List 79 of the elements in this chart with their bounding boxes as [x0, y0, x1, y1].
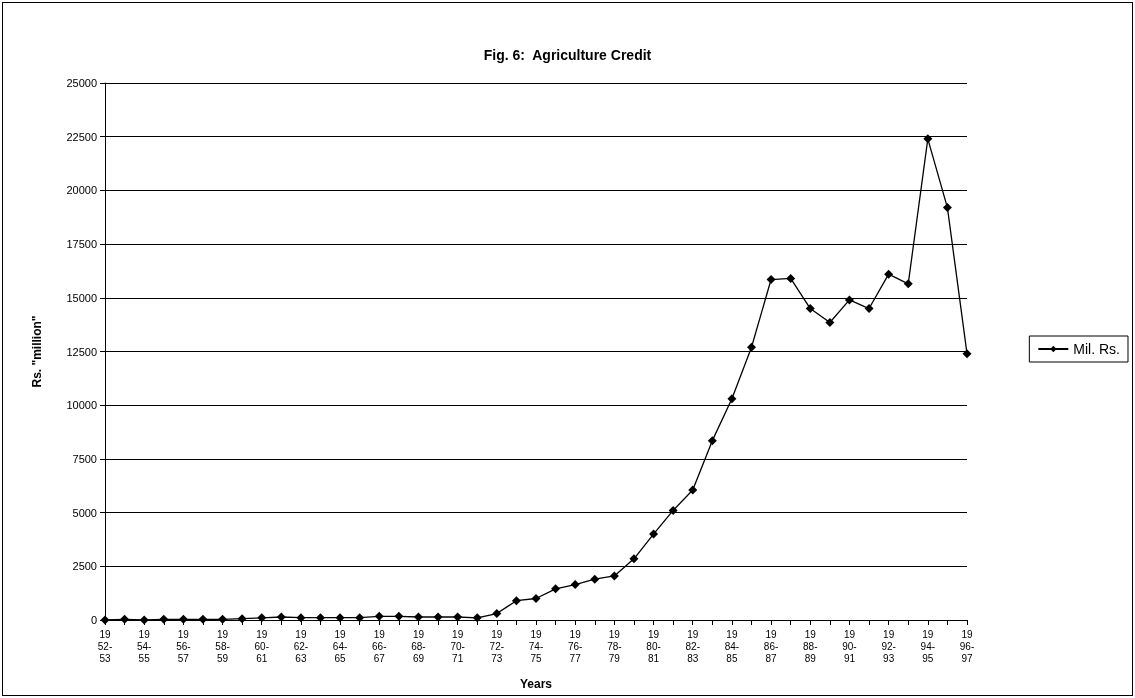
- point: [159, 614, 169, 624]
- y-tick-label: 17500: [66, 238, 97, 251]
- point: [844, 295, 854, 305]
- y-tick-label: 25000: [66, 77, 97, 89]
- point: [218, 614, 228, 624]
- point: [590, 574, 600, 584]
- point: [433, 612, 443, 622]
- x-axis-title: Years: [519, 677, 553, 691]
- x-tick-label: 1986-87: [763, 628, 779, 664]
- point: [335, 613, 345, 623]
- x-tick-label: 1982-83: [685, 628, 700, 664]
- x-tick-label: 1966-67: [372, 628, 387, 664]
- y-tick-label: 2500: [72, 560, 97, 573]
- point: [551, 584, 561, 594]
- point: [668, 505, 678, 515]
- point: [531, 594, 541, 604]
- legend-label: Mil. Rs.: [1073, 341, 1121, 357]
- point: [120, 614, 130, 624]
- point: [472, 613, 482, 623]
- point: [747, 342, 756, 352]
- point: [355, 613, 365, 623]
- x-tick-label: 1974-75: [528, 628, 544, 664]
- y-axis-title: Rs. "million": [30, 315, 44, 388]
- point: [139, 615, 149, 625]
- point: [688, 485, 698, 495]
- x-tick-label: 1992-93: [881, 628, 896, 664]
- x-tick-label: 1990-91: [842, 628, 857, 664]
- x-tick-label: 1968-69: [411, 628, 426, 664]
- y-tick-label: 15000: [66, 291, 97, 304]
- x-tick-label: 1962-63: [293, 628, 309, 664]
- x-tick-label: 1980-81: [646, 628, 661, 664]
- point: [511, 596, 521, 606]
- point: [649, 529, 659, 539]
- point: [766, 275, 776, 285]
- point: [492, 609, 502, 619]
- point: [237, 614, 247, 624]
- y-tick-label: 12500: [66, 345, 97, 358]
- x-tick-label: 1952-53: [97, 628, 113, 664]
- point: [257, 613, 267, 623]
- y-tick-label: 7500: [72, 452, 97, 465]
- point: [884, 269, 894, 279]
- x-tick-label: 1994-95: [920, 628, 936, 664]
- point: [570, 580, 580, 590]
- y-tick-label: 20000: [66, 184, 97, 197]
- y-tick-label: 0: [90, 614, 97, 626]
- point: [374, 611, 384, 621]
- x-tick-label: 1958-59: [215, 628, 230, 664]
- x-tick-label: 1970-71: [450, 628, 465, 664]
- x-tick-label: 1972-73: [489, 628, 505, 664]
- point: [942, 203, 952, 213]
- point: [707, 436, 717, 446]
- point: [394, 611, 404, 621]
- point: [727, 394, 737, 404]
- x-tick-label: 1960-61: [254, 628, 269, 664]
- point: [786, 273, 796, 283]
- x-tick-label: 1956-57: [176, 628, 191, 664]
- point: [296, 613, 306, 623]
- point: [316, 613, 325, 623]
- point: [198, 614, 208, 624]
- x-tick-label: 1984-85: [724, 628, 740, 664]
- y-tick-label: 22500: [66, 130, 97, 143]
- x-tick-label: 1978-79: [607, 628, 622, 664]
- point: [825, 318, 835, 327]
- point: [903, 279, 913, 289]
- point: [864, 304, 874, 314]
- point: [609, 571, 619, 581]
- point: [962, 349, 972, 359]
- point: [629, 554, 639, 564]
- x-tick-label: 1996-97: [959, 628, 975, 664]
- point: [805, 304, 815, 314]
- chart-title: Fig. 6: Agriculture Credit: [483, 47, 652, 63]
- x-tick-label: 1988-89: [803, 628, 818, 664]
- point: [923, 134, 933, 144]
- x-tick-label: 1954-55: [136, 628, 152, 664]
- x-tick-label: 1976-77: [567, 628, 583, 664]
- y-tick-label: 10000: [66, 399, 97, 412]
- point: [178, 614, 188, 624]
- y-tick-label: 5000: [72, 506, 97, 519]
- x-tick-label: 1964-65: [332, 628, 348, 664]
